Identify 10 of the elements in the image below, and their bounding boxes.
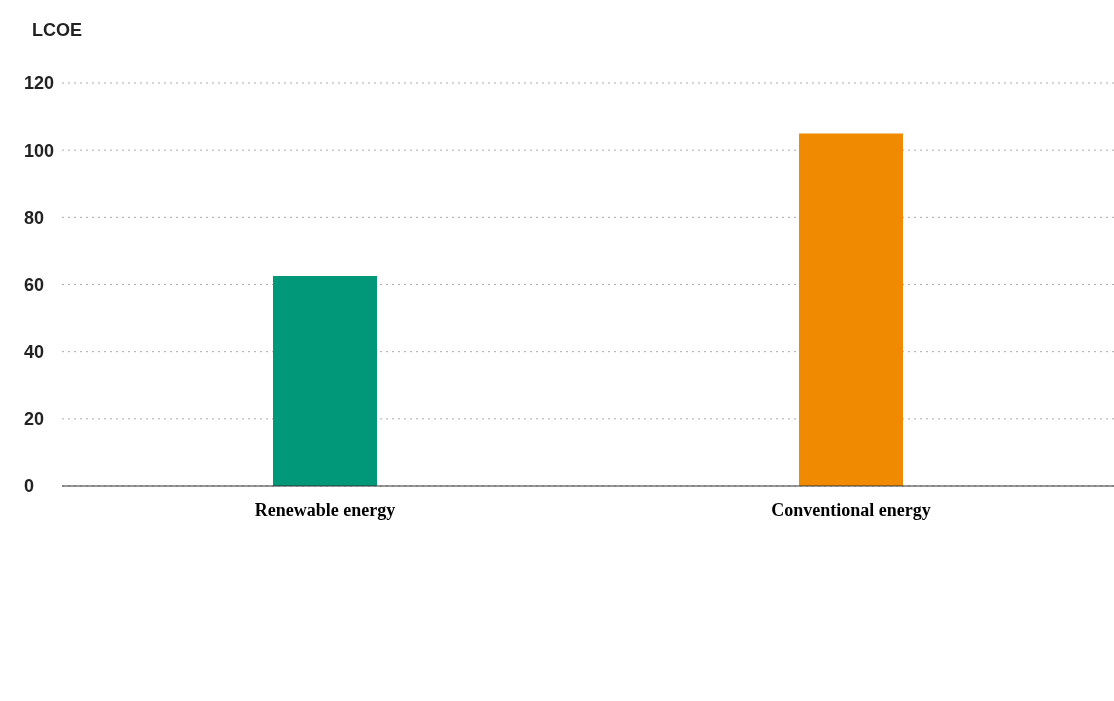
y-tick-label: 80 [24, 207, 45, 228]
x-tick-label: Renewable energy [254, 500, 396, 520]
y-tick-label: 60 [24, 274, 45, 295]
y-tick-label: 0 [24, 476, 35, 497]
y-tick-label: 120 [24, 73, 55, 94]
y-tick-label: 40 [24, 342, 45, 363]
y-tick-label: 100 [24, 140, 55, 161]
x-tick-label: Conventional energy [771, 500, 931, 520]
y-tick-label: 20 [24, 409, 45, 430]
y-axis-title: LCOE [32, 20, 83, 41]
